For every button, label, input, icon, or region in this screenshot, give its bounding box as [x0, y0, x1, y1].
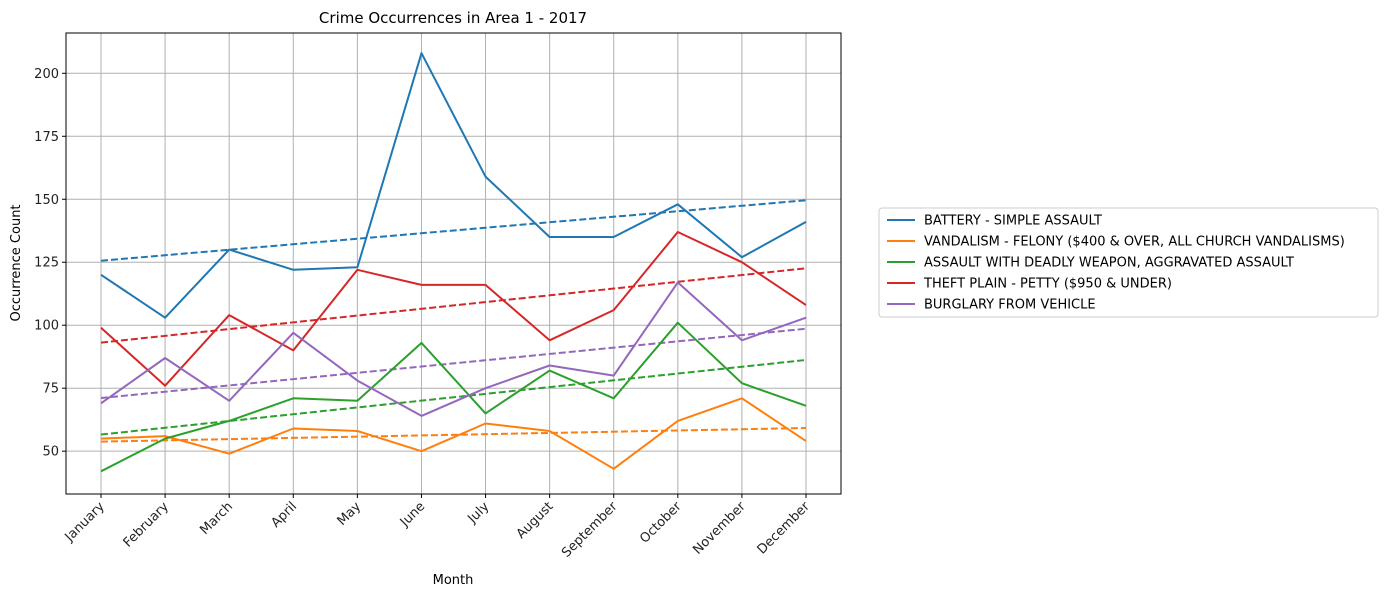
series-line	[100, 231, 807, 387]
y-axis-label: Occurrence Count	[9, 204, 24, 321]
trend-line	[100, 426, 807, 443]
legend-label: BURGLARY FROM VEHICLE	[924, 298, 1096, 313]
trend-line	[100, 358, 807, 436]
y-tick-label: 200	[34, 67, 59, 82]
trend-lines	[100, 199, 807, 443]
legend-frame	[878, 207, 1379, 318]
y-tick-label: 175	[34, 130, 59, 145]
series-line	[100, 52, 807, 319]
y-tick-label: 50	[42, 445, 59, 460]
trend-line	[100, 267, 807, 344]
series-line	[100, 281, 807, 417]
x-axis-label: Month	[433, 573, 474, 588]
y-tick-label: 125	[34, 256, 59, 271]
trend-line	[100, 199, 807, 262]
legend: BATTERY - SIMPLE ASSAULT VANDALISM - FELO…	[878, 207, 1379, 318]
y-axis-ticks: 50 75 100 125 150 175 200	[34, 67, 66, 460]
grid	[66, 33, 841, 494]
legend-label: VANDALISM - FELONY ($400 & OVER, ALL CHU…	[924, 235, 1345, 250]
chart-title: Crime Occurrences in Area 1 - 2017	[319, 9, 587, 27]
legend-label: ASSAULT WITH DEADLY WEAPON, AGGRAVATED A…	[924, 256, 1294, 271]
y-tick-label: 75	[42, 382, 59, 397]
trend-line	[100, 327, 807, 400]
series-line	[100, 321, 807, 473]
y-tick-label: 100	[34, 319, 59, 334]
legend-label: BATTERY - SIMPLE ASSAULT	[924, 214, 1102, 229]
series-line	[100, 397, 807, 470]
legend-label: THEFT PLAIN - PETTY ($950 & UNDER)	[923, 277, 1172, 292]
series-lines	[100, 52, 807, 473]
y-tick-label: 150	[34, 193, 59, 208]
plot-area-frame	[65, 32, 842, 495]
